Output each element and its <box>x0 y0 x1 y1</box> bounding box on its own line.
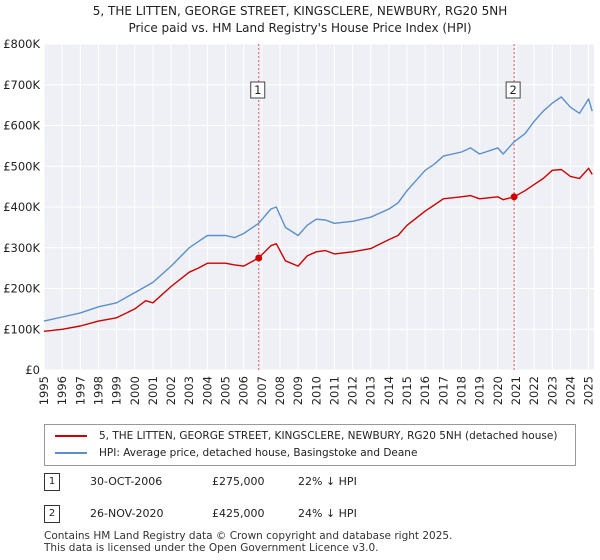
x-tick-label: 2023 <box>545 376 559 405</box>
x-tick-label: 2012 <box>346 376 360 405</box>
sale-label-box <box>505 81 521 99</box>
red-line-swatch-icon <box>55 435 87 437</box>
footer-licence: This data is licensed under the Open Gov… <box>44 542 379 554</box>
x-tick-label: 2013 <box>364 376 378 405</box>
x-tick-label: 2024 <box>563 376 577 405</box>
x-tick-label: 2010 <box>309 376 323 405</box>
x-tick-label: 2017 <box>436 376 450 405</box>
x-tick-label: 2011 <box>327 376 341 405</box>
x-tick-label: 2020 <box>491 376 505 405</box>
x-tick-label: 2021 <box>509 376 523 405</box>
x-tick-label: 1998 <box>91 376 105 405</box>
y-tick-label: £700K <box>3 78 40 92</box>
sale-point <box>510 193 518 201</box>
x-tick-label: 2008 <box>273 376 287 405</box>
price-chart: £0 £100K £200K £300K £400K £500K £600K £700K £80… <box>3 37 596 405</box>
x-tick-label: 2015 <box>400 376 414 405</box>
chart-subtitle: Price paid vs. HM Land Registry's House … <box>128 21 472 35</box>
x-tick-label: 2016 <box>418 376 432 405</box>
sale-date: 26-NOV-2020 <box>90 507 164 520</box>
x-tick-label: 2002 <box>164 376 178 405</box>
x-tick-label: 2004 <box>200 376 214 405</box>
x-tick-label: 1999 <box>110 376 124 405</box>
x-tick-label: 1997 <box>73 376 87 405</box>
y-tick-label: £400K <box>3 200 40 214</box>
legend-label-hpi: HPI: Average price, detached house, Basi… <box>99 447 418 459</box>
property-price-line <box>43 167 593 332</box>
sale-label-number: 1 <box>254 83 261 97</box>
y-tick-label: £0 <box>25 363 40 377</box>
y-tick-label: £200K <box>3 282 40 296</box>
x-tick-label: 2014 <box>382 376 396 405</box>
sale-date: 30-OCT-2006 <box>90 475 163 488</box>
chart-legend: 5, THE LITTEN, GEORGE STREET, KINGSCLERE… <box>44 424 576 466</box>
legend-label-property: 5, THE LITTEN, GEORGE STREET, KINGSCLERE… <box>99 430 558 442</box>
sale-point <box>255 254 263 262</box>
sale-price: £275,000 <box>212 475 265 488</box>
sale-hpi-diff: 24% ↓ HPI <box>298 507 357 520</box>
x-tick-label: 1996 <box>55 376 69 405</box>
sale-hpi-diff: 22% ↓ HPI <box>298 475 357 488</box>
sale-number-badge: 2 <box>44 505 60 523</box>
y-tick-label: £300K <box>3 241 40 255</box>
x-tick-label: 2001 <box>146 376 160 405</box>
x-tick-label: 1995 <box>37 376 51 405</box>
sale-number-badge: 1 <box>44 473 60 491</box>
x-tick-label: 2009 <box>291 376 305 405</box>
x-tick-label: 2005 <box>219 376 233 405</box>
chart-title: 5, THE LITTEN, GEORGE STREET, KINGSCLERE… <box>92 4 508 18</box>
legend-entry-property: 5, THE LITTEN, GEORGE STREET, KINGSCLERE… <box>55 428 557 444</box>
x-tick-label: 2025 <box>582 376 596 405</box>
footer-copyright: Contains HM Land Registry data © Crown c… <box>44 530 453 542</box>
y-tick-label: £100K <box>3 322 40 336</box>
blue-line-swatch-icon <box>55 452 87 454</box>
sale-label-number: 2 <box>509 83 516 97</box>
x-tick-label: 2019 <box>473 376 487 405</box>
sale-label-box <box>250 81 266 99</box>
x-tick-label: 2006 <box>237 376 251 405</box>
x-tick-label: 2003 <box>182 376 196 405</box>
sale-price: £425,000 <box>212 507 265 520</box>
x-tick-label: 2000 <box>128 376 142 405</box>
x-tick-label: 2022 <box>527 376 541 405</box>
y-tick-label: £800K <box>3 37 40 51</box>
hpi-line <box>43 96 593 322</box>
y-tick-label: £600K <box>3 119 40 133</box>
legend-entry-hpi: HPI: Average price, detached house, Basi… <box>55 445 417 461</box>
y-tick-label: £500K <box>3 159 40 173</box>
x-tick-label: 2007 <box>255 376 269 405</box>
x-tick-label: 2018 <box>454 376 468 405</box>
